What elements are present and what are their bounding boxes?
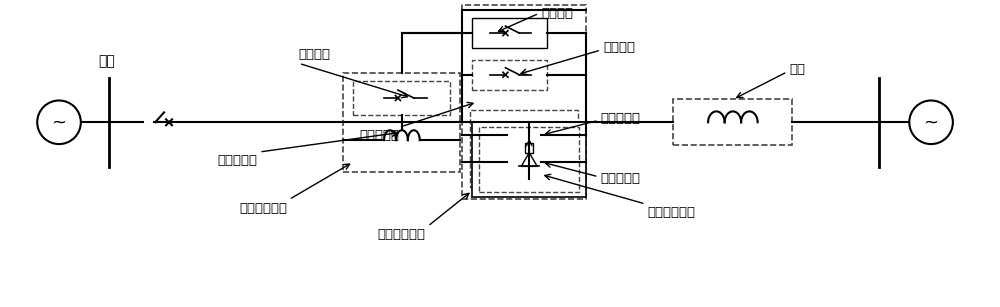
Text: 线路: 线路	[789, 63, 805, 76]
FancyBboxPatch shape	[472, 122, 586, 196]
Bar	[673, 99, 792, 145]
Text: 第二补偿单元: 第二补偿单元	[378, 228, 426, 241]
FancyBboxPatch shape	[525, 142, 533, 153]
Text: 电压源换流器: 电压源换流器	[648, 206, 696, 219]
Text: 第三开关: 第三开关	[603, 41, 635, 54]
Circle shape	[37, 100, 81, 144]
Text: 第二侧绕组: 第二侧绕组	[601, 112, 641, 125]
Text: 电抗器单元: 电抗器单元	[217, 154, 257, 167]
Text: 第一开关: 第一开关	[299, 48, 331, 61]
Bar	[343, 73, 460, 172]
Bar	[479, 127, 579, 192]
Text: 串联变压器: 串联变压器	[359, 129, 399, 142]
Bar	[462, 5, 586, 199]
Text: ~: ~	[52, 113, 67, 131]
Text: 母线: 母线	[98, 54, 115, 68]
Circle shape	[507, 145, 541, 179]
Bar	[353, 81, 450, 115]
Circle shape	[909, 100, 953, 144]
Circle shape	[507, 118, 541, 152]
Text: 第一侧绕组: 第一侧绕组	[601, 172, 641, 185]
Text: 第一补偿单元: 第一补偿单元	[239, 202, 287, 215]
Text: ~: ~	[924, 113, 939, 131]
Bar	[470, 111, 578, 187]
FancyBboxPatch shape	[472, 18, 547, 48]
Polygon shape	[521, 153, 537, 166]
Bar	[472, 60, 547, 90]
Text: 第二开关: 第二开关	[541, 7, 573, 20]
